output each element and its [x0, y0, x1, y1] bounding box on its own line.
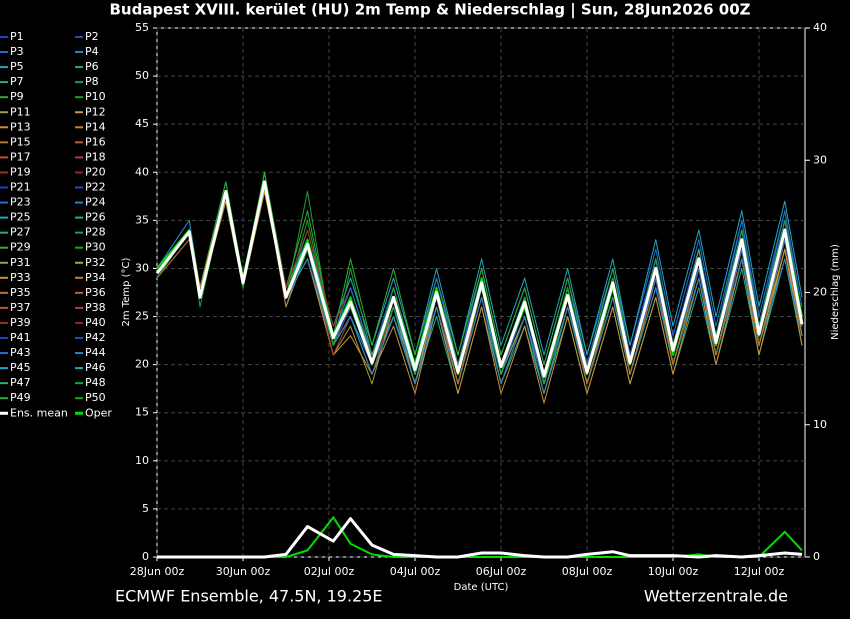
legend-label: P22: [85, 181, 106, 194]
y-tick-label: 10: [135, 454, 149, 467]
legend-label: P44: [85, 346, 106, 359]
legend-label: P1: [10, 30, 24, 43]
legend-label: P42: [85, 331, 106, 344]
y2-tick-label: 10: [813, 418, 827, 431]
legend-label: P31: [10, 256, 31, 269]
legend-label: P25: [10, 211, 31, 224]
y-tick-label: 45: [135, 117, 149, 130]
x-tick-label: 04Jul 00z: [390, 565, 441, 578]
y2-tick-label: 30: [813, 153, 827, 166]
legend-label: P12: [85, 105, 106, 118]
legend-label: P41: [10, 331, 31, 344]
legend-label: P23: [10, 196, 31, 209]
legend-label: P33: [10, 271, 31, 284]
legend-label: P50: [85, 391, 106, 404]
y2-tick-label: 0: [813, 550, 820, 563]
legend-label: P34: [85, 271, 106, 284]
legend-label: P47: [10, 376, 31, 389]
legend-label: P20: [85, 165, 106, 178]
legend-label: Ens. mean: [10, 406, 68, 419]
legend-label: P17: [10, 150, 31, 163]
legend-label: P36: [85, 286, 106, 299]
legend-label: P35: [10, 286, 31, 299]
legend-label: P7: [10, 75, 24, 88]
y2-tick-label: 40: [813, 21, 827, 34]
precip-line: [157, 517, 803, 559]
legend-label: P11: [10, 105, 31, 118]
x-tick-label: 28Jun 00z: [130, 565, 185, 578]
legend-label: Oper: [85, 406, 112, 419]
legend-label: P18: [85, 150, 106, 163]
y-tick-label: 40: [135, 165, 149, 178]
y-tick-label: 35: [135, 213, 149, 226]
x-tick-label: 10Jul 00z: [648, 565, 699, 578]
legend-label: P24: [85, 196, 106, 209]
x-tick-label: 30Jun 00z: [216, 565, 271, 578]
legend-label: P43: [10, 346, 31, 359]
legend-label: P39: [10, 316, 31, 329]
legend-label: P19: [10, 165, 31, 178]
legend-label: P27: [10, 226, 31, 239]
legend-label: P29: [10, 241, 31, 254]
y-tick-label: 25: [135, 310, 149, 323]
legend-label: P4: [85, 45, 99, 58]
y-axis-label: 2m Temp (°C): [121, 257, 132, 326]
legend-label: P37: [10, 301, 31, 314]
x-axis-label: Date (UTC): [454, 582, 509, 593]
legend-label: P10: [85, 90, 106, 103]
legend-label: P2: [85, 30, 99, 43]
legend-label: P9: [10, 90, 24, 103]
legend-label: P30: [85, 241, 106, 254]
y-tick-label: 5: [142, 502, 149, 515]
chart-title: Budapest XVIII. kerület (HU) 2m Temp & N…: [109, 1, 750, 20]
legend-label: P3: [10, 45, 24, 58]
legend-label: P38: [85, 301, 106, 314]
x-tick-label: 06Jul 00z: [476, 565, 527, 578]
y-tick-label: 15: [135, 406, 149, 419]
legend-label: P28: [85, 226, 106, 239]
legend-label: P13: [10, 120, 31, 133]
x-tick-label: 12Jul 00z: [734, 565, 785, 578]
x-tick-label: 02Jul 00z: [304, 565, 355, 578]
legend-label: P15: [10, 135, 31, 148]
x-tick-label: 08Jul 00z: [562, 565, 613, 578]
temp-line: [155, 180, 804, 378]
legend-label: P45: [10, 361, 31, 374]
legend-label: P26: [85, 211, 106, 224]
y-tick-label: 0: [142, 550, 149, 563]
legend-label: P8: [85, 75, 99, 88]
legend-label: P21: [10, 181, 31, 194]
y-tick-label: 20: [135, 358, 149, 371]
legend-label: P49: [10, 391, 31, 404]
footer-right: Wetterzentrale.de: [644, 587, 788, 606]
y2-axis-label: Niederschlag (mm): [830, 244, 841, 340]
legend-label: P40: [85, 316, 106, 329]
footer-left: ECMWF Ensemble, 47.5N, 19.25E: [115, 587, 383, 606]
legend-label: P5: [10, 60, 24, 73]
legend-label: P48: [85, 376, 106, 389]
legend-label: P46: [85, 361, 106, 374]
y-tick-label: 30: [135, 261, 149, 274]
legend-label: P6: [85, 60, 99, 73]
legend-label: P32: [85, 256, 106, 269]
y-tick-label: 55: [135, 21, 149, 34]
precip-line: [157, 516, 803, 558]
legend-label: P16: [85, 135, 106, 148]
legend-label: P14: [85, 120, 106, 133]
y-tick-label: 50: [135, 69, 149, 82]
y2-tick-label: 20: [813, 286, 827, 299]
